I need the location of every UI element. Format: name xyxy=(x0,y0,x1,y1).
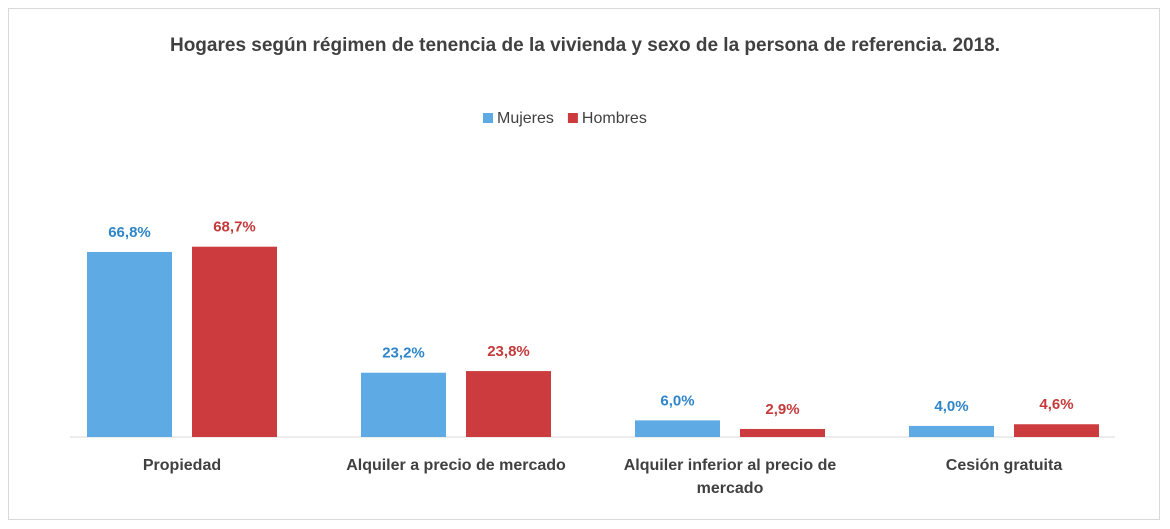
legend-label: Mujeres xyxy=(497,110,554,127)
data-label: 4,0% xyxy=(934,398,968,415)
bar xyxy=(1014,424,1099,437)
data-label: 23,8% xyxy=(487,343,530,360)
data-label: 2,9% xyxy=(765,401,799,418)
data-label: 6,0% xyxy=(660,392,694,409)
x-tick-label: Cesión gratuita xyxy=(945,457,1063,474)
data-label: 68,7% xyxy=(213,219,256,236)
legend-label: Hombres xyxy=(582,110,647,127)
bar xyxy=(192,246,277,437)
bar xyxy=(635,420,720,437)
bar xyxy=(909,425,994,437)
legend-swatch xyxy=(483,113,493,123)
x-tick-label: Propiedad xyxy=(142,457,222,474)
x-tick-label: Alquiler inferior al precio de mercado xyxy=(623,457,837,497)
legend-swatch xyxy=(567,113,578,123)
chart-frame xyxy=(8,8,1160,520)
bar xyxy=(466,371,551,437)
data-label: 66,8% xyxy=(108,224,151,241)
bar xyxy=(361,372,446,437)
bar xyxy=(740,428,825,437)
bar xyxy=(87,251,172,437)
data-label: 4,6% xyxy=(1039,396,1073,413)
chart-title: Hogares según régimen de tenencia de la … xyxy=(169,35,1001,56)
data-label: 23,2% xyxy=(382,345,425,362)
x-tick-label: Alquiler a precio de mercado xyxy=(346,457,566,474)
